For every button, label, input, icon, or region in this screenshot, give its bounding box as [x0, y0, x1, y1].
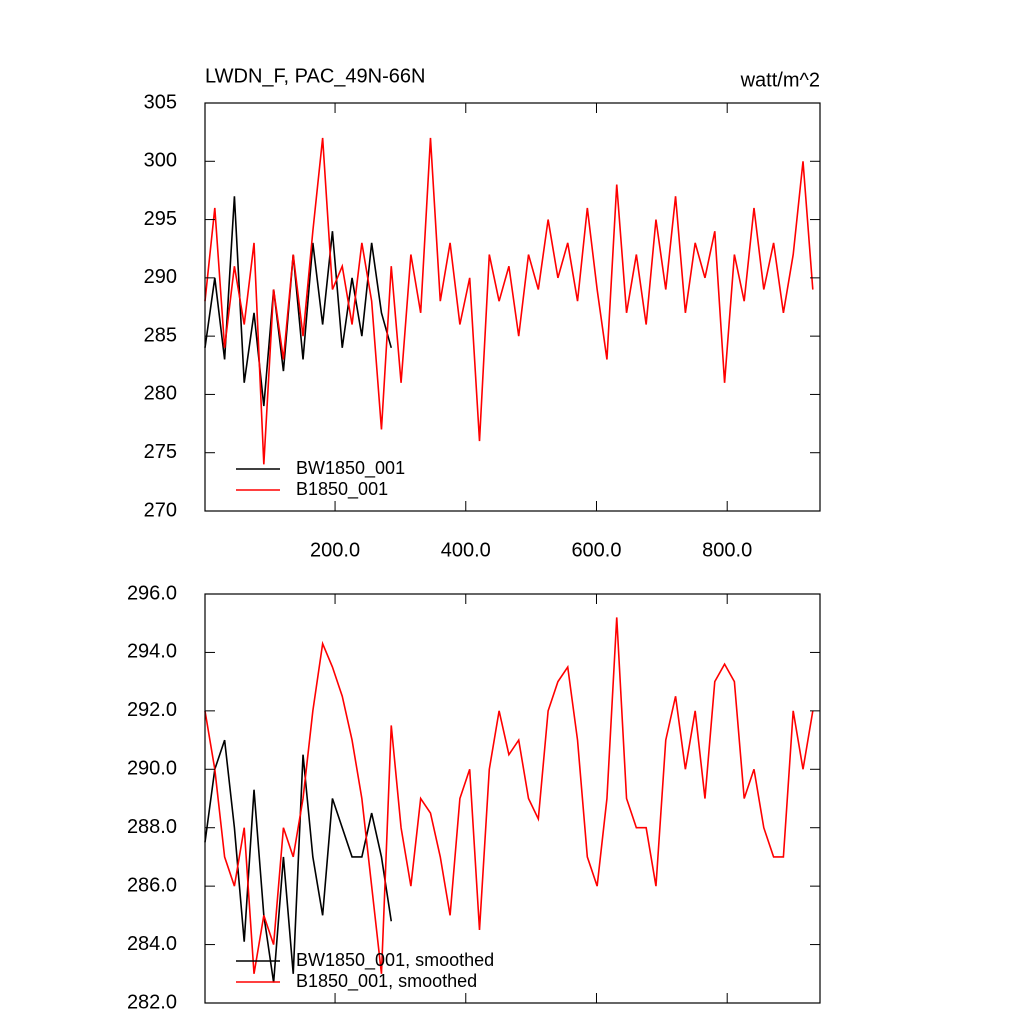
plot-frame	[204, 593, 821, 1004]
series-line	[204, 196, 393, 407]
y-tick-label: 295	[144, 208, 177, 230]
y-tick-label: 305	[144, 91, 177, 113]
series-line	[204, 739, 393, 983]
y-tick-label: 284.0	[127, 933, 177, 955]
panel: LWDN_F, PAC_49N-66N watt/m^2 270 275 280 285 2…	[144, 65, 821, 561]
chart-title: LWDN_F, PAC_49N-66N	[205, 65, 425, 87]
y-tick-label: 288.0	[127, 816, 177, 838]
y-tick-label: 270	[144, 499, 177, 521]
legend-label: BW1850_001	[296, 458, 405, 479]
y-tick-label: 286.0	[127, 874, 177, 896]
series-line	[204, 137, 814, 465]
y-tick-label: 290.0	[127, 758, 177, 780]
panel: 282.0 284.0 286.0 288.0 290.0 292.0 294.0 296.0…	[127, 582, 821, 1013]
units-label: watt/m^2	[740, 69, 820, 91]
x-tick-label: 600.0	[571, 539, 621, 561]
series-line	[204, 617, 814, 974]
x-tick-label: 400.0	[441, 539, 491, 561]
plot-frame	[204, 102, 821, 512]
legend-label: BW1850_001, smoothed	[296, 950, 494, 971]
y-tick-label: 300	[144, 150, 177, 172]
y-tick-label: 282.0	[127, 991, 177, 1013]
y-tick-label: 290	[144, 266, 177, 288]
y-tick-label: 296.0	[127, 582, 177, 604]
y-tick-label: 294.0	[127, 641, 177, 663]
x-tick-label: 200.0	[310, 539, 360, 561]
y-tick-label: 275	[144, 441, 177, 463]
legend-label: B1850_001	[296, 479, 388, 500]
legend-label: B1850_001, smoothed	[296, 971, 477, 992]
y-tick-label: 285	[144, 324, 177, 346]
y-tick-label: 292.0	[127, 699, 177, 721]
y-tick-label: 280	[144, 383, 177, 405]
x-tick-label: 800.0	[702, 539, 752, 561]
